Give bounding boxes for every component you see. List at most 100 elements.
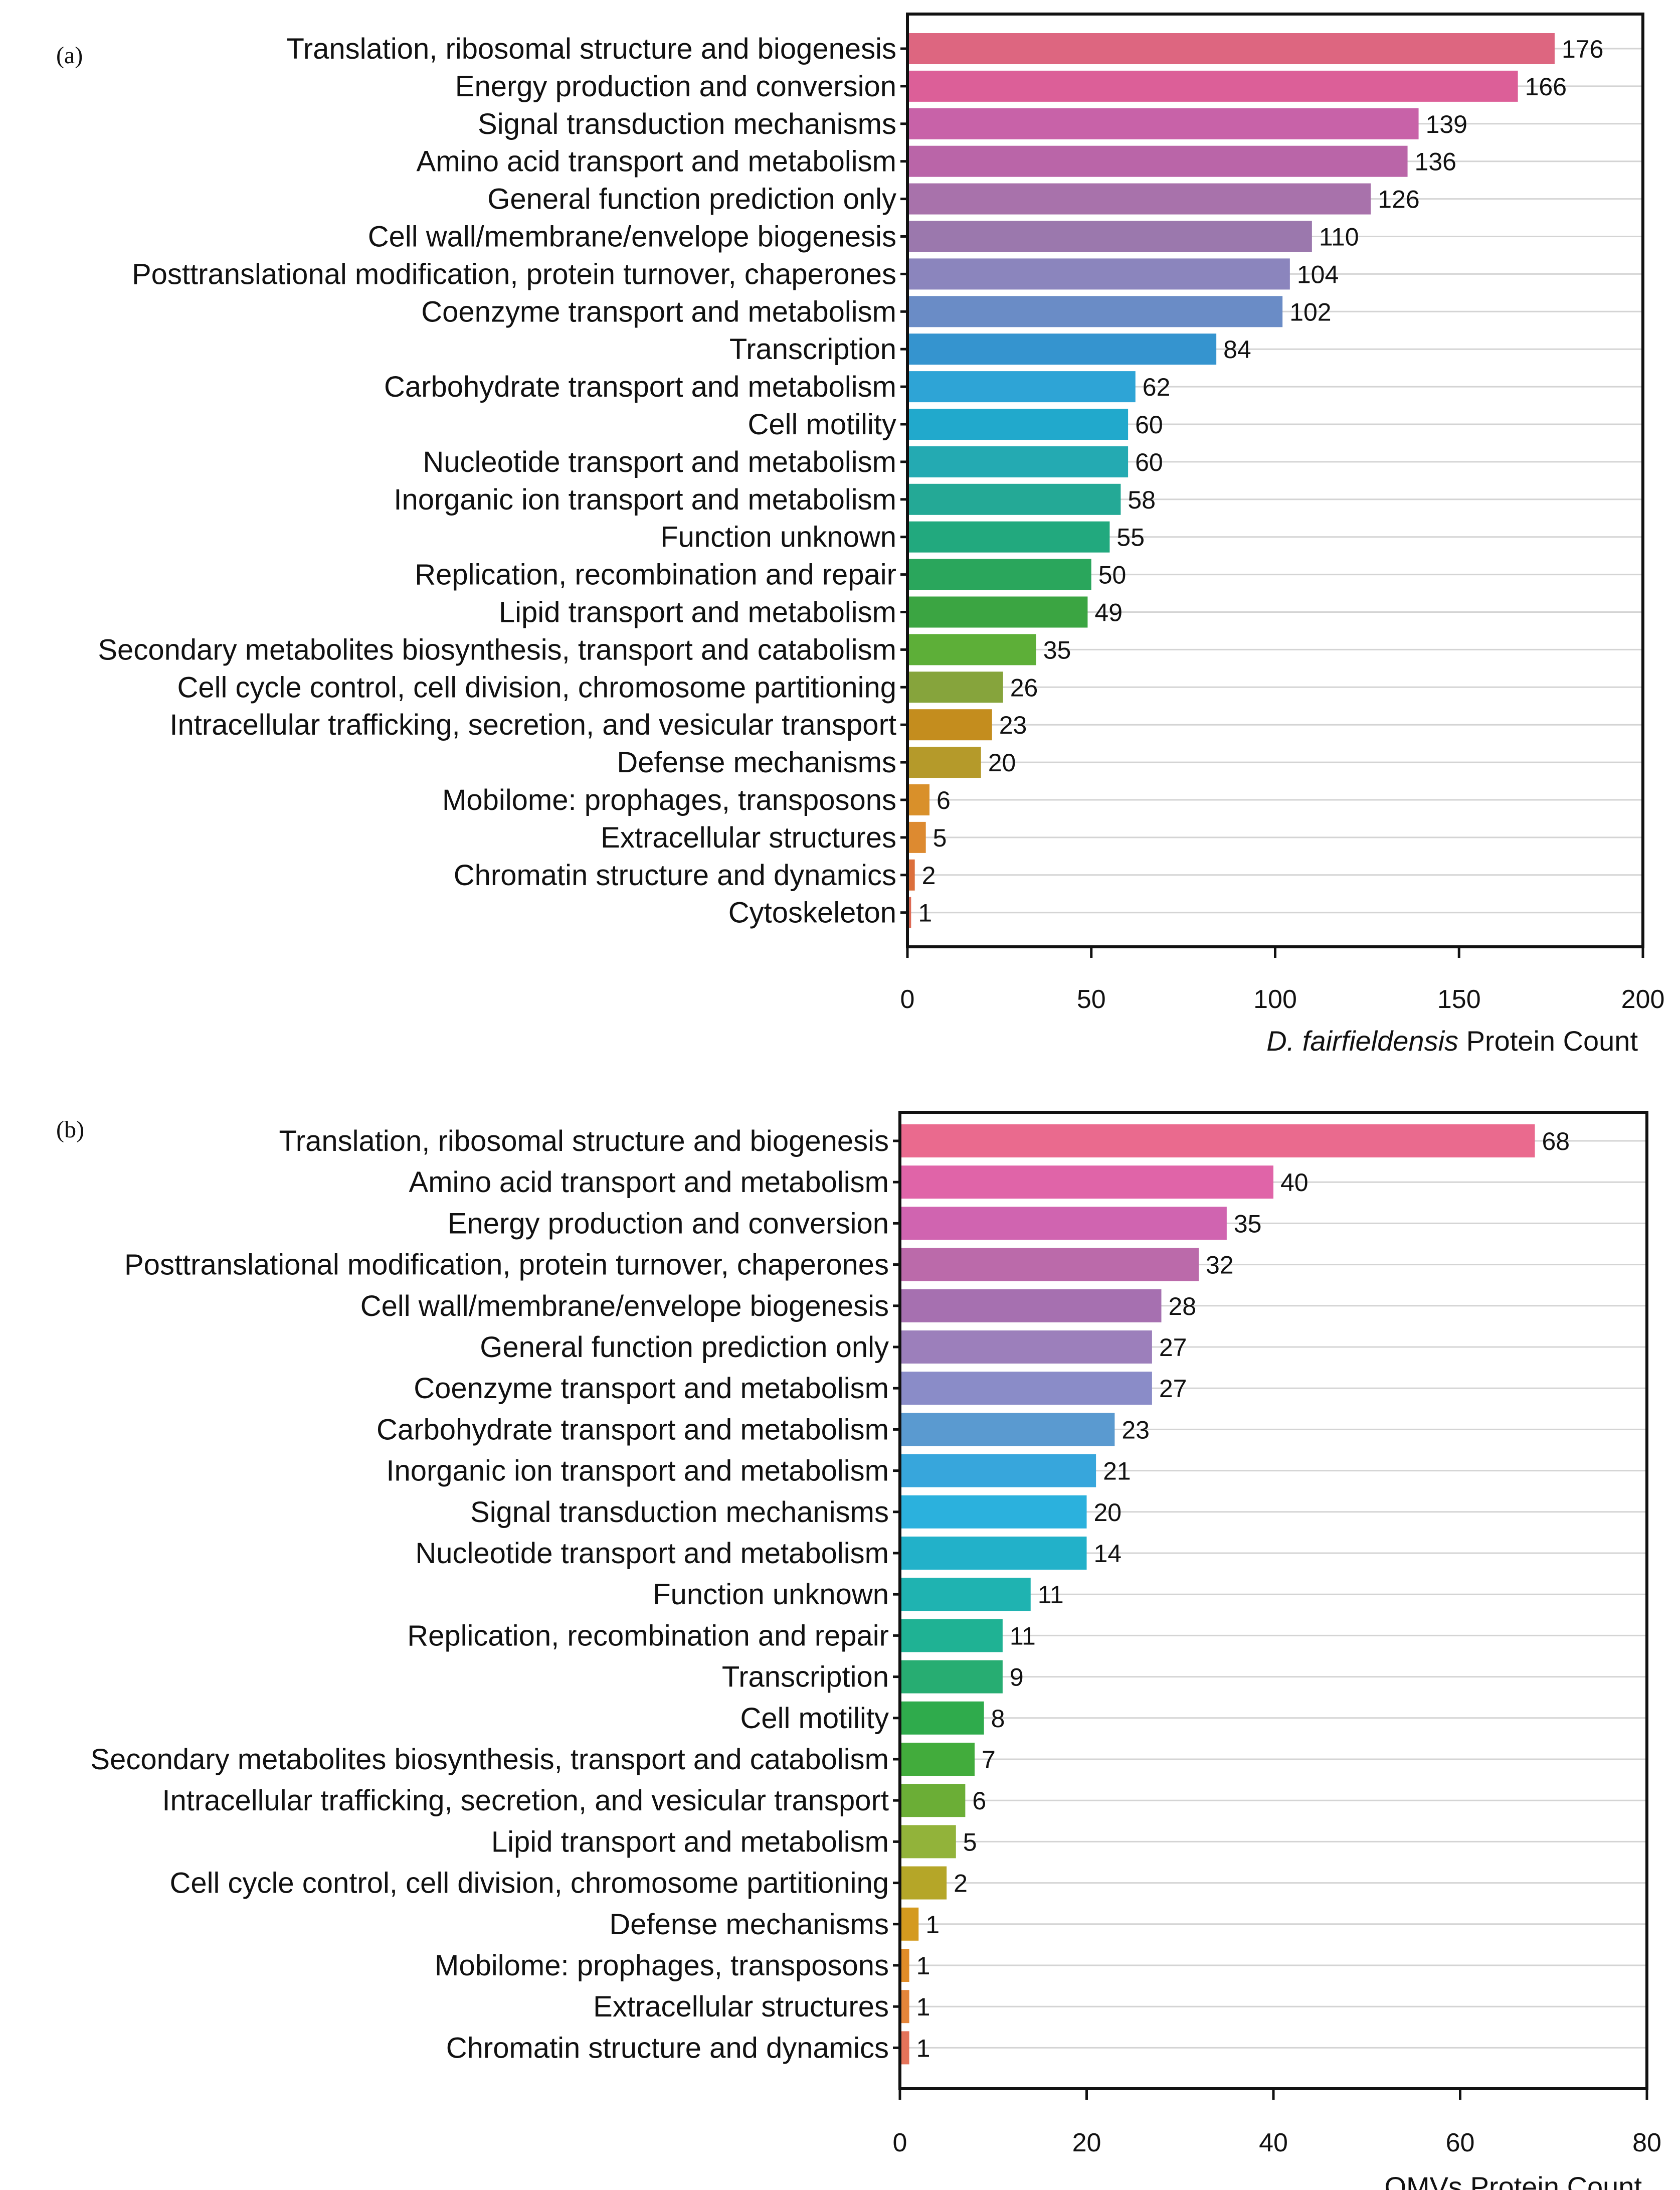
category-label: Amino acid transport and metabolism [417, 145, 896, 178]
bar-a-5 [907, 221, 1312, 252]
category-label: Function unknown [660, 521, 896, 554]
value-label: 14 [1094, 1540, 1122, 1568]
category-label: Energy production and conversion [448, 1207, 889, 1240]
bar-a-4 [907, 183, 1371, 215]
category-label: Cell cycle control, cell division, chrom… [170, 1867, 889, 1900]
value-label: 23 [1122, 1416, 1150, 1444]
x-axis-title: D. fairfieldensis Protein Count [1266, 1025, 1638, 1057]
panel-a-chart: (a) Translation, ribosomal structure and … [56, 13, 1665, 1057]
bar-b-18 [900, 1866, 947, 1900]
bar-a-2 [907, 108, 1419, 139]
x-tick-label: 60 [1446, 2128, 1475, 2157]
bar-b-1 [900, 1165, 1273, 1199]
bar-b-5 [900, 1330, 1152, 1364]
category-label: General function prediction only [480, 1331, 889, 1364]
category-label: Cell motility [740, 1702, 889, 1735]
category-label: Intracellular trafficking, secretion, an… [169, 709, 896, 741]
bar-b-19 [900, 1907, 919, 1941]
category-label: Cell motility [748, 408, 897, 441]
category-label: Intracellular trafficking, secretion, an… [162, 1784, 889, 1817]
bar-a-12 [907, 483, 1121, 515]
bar-a-22 [907, 859, 915, 891]
bar-b-6 [900, 1372, 1152, 1405]
value-label: 7 [982, 1746, 996, 1774]
value-label: 84 [1223, 335, 1251, 364]
x-tick-label: 0 [900, 985, 915, 1014]
bar-b-21 [900, 1990, 909, 2024]
value-label: 104 [1297, 260, 1339, 288]
category-label: General function prediction only [487, 183, 896, 216]
value-label: 27 [1159, 1375, 1187, 1403]
value-label: 9 [1010, 1663, 1024, 1692]
bar-b-14 [900, 1701, 984, 1735]
value-label: 20 [1094, 1498, 1122, 1527]
value-label: 62 [1143, 373, 1171, 401]
category-label: Lipid transport and metabolism [499, 596, 896, 629]
bar-a-16 [907, 634, 1036, 665]
bar-a-6 [907, 258, 1290, 290]
value-label: 126 [1378, 186, 1419, 214]
category-label: Defense mechanisms [617, 746, 896, 779]
value-label: 1 [916, 1993, 930, 2021]
category-label: Carbohydrate transport and metabolism [384, 371, 896, 403]
bar-a-0 [907, 33, 1555, 64]
value-label: 50 [1098, 561, 1127, 589]
bar-b-0 [900, 1124, 1535, 1157]
bar-b-17 [900, 1825, 956, 1859]
category-label: Amino acid transport and metabolism [409, 1166, 889, 1199]
value-label: 40 [1280, 1168, 1309, 1197]
bar-b-22 [900, 2031, 909, 2065]
category-label: Coenzyme transport and metabolism [421, 295, 896, 328]
bar-b-20 [900, 1949, 909, 1982]
bar-a-19 [907, 747, 981, 778]
category-label: Secondary metabolites biosynthesis, tran… [98, 633, 896, 666]
category-label: Nucleotide transport and metabolism [423, 446, 896, 478]
value-label: 32 [1206, 1251, 1234, 1279]
category-label: Nucleotide transport and metabolism [415, 1537, 889, 1570]
category-label: Function unknown [653, 1578, 889, 1611]
value-label: 49 [1094, 599, 1123, 627]
value-label: 21 [1103, 1457, 1131, 1485]
category-label: Inorganic ion transport and metabolism [394, 483, 896, 516]
bar-b-13 [900, 1660, 1003, 1694]
bar-b-2 [900, 1207, 1227, 1240]
value-label: 11 [1010, 1622, 1036, 1650]
category-label: Inorganic ion transport and metabolism [386, 1455, 889, 1487]
x-tick-label: 200 [1621, 985, 1665, 1014]
value-label: 60 [1135, 448, 1163, 476]
bar-b-10 [900, 1537, 1087, 1570]
bar-a-21 [907, 821, 926, 853]
panel-tag-b: (b) [56, 1116, 84, 1143]
bar-a-10 [907, 409, 1129, 440]
category-label: Transcription [722, 1661, 889, 1694]
category-label: Replication, recombination and repair [415, 559, 896, 591]
bar-b-7 [900, 1413, 1115, 1446]
bar-a-14 [907, 559, 1091, 590]
bar-a-18 [907, 709, 992, 741]
bar-a-8 [907, 333, 1217, 365]
bar-b-16 [900, 1784, 966, 1817]
category-label: Defense mechanisms [609, 1908, 889, 1941]
value-label: 5 [963, 1828, 977, 1856]
value-label: 110 [1319, 223, 1359, 251]
value-label: 35 [1234, 1210, 1262, 1238]
category-label: Signal transduction mechanisms [470, 1496, 889, 1529]
value-label: 8 [991, 1705, 1005, 1733]
category-label: Chromatin structure and dynamics [446, 2032, 889, 2064]
value-label: 60 [1135, 411, 1163, 439]
bar-a-9 [907, 371, 1136, 403]
x-axis-title-rest: Protein Count [1458, 1025, 1638, 1057]
x-tick-label: 0 [893, 2128, 907, 2157]
category-label: Carbohydrate transport and metabolism [377, 1413, 889, 1446]
category-label: Mobilome: prophages, transposons [442, 784, 896, 816]
category-label: Cytoskeleton [728, 897, 896, 929]
value-label: 6 [972, 1787, 986, 1815]
category-label: Chromatin structure and dynamics [454, 859, 896, 892]
x-axis-title: OMVs Protein Count [1384, 2171, 1642, 2190]
value-label: 68 [1542, 1127, 1570, 1155]
category-label: Posttranslational modification, protein … [124, 1249, 889, 1281]
value-label: 27 [1159, 1333, 1187, 1362]
panel-tag-a: (a) [56, 42, 83, 69]
category-label: Translation, ribosomal structure and bio… [287, 33, 896, 65]
category-label: Transcription [729, 333, 896, 366]
